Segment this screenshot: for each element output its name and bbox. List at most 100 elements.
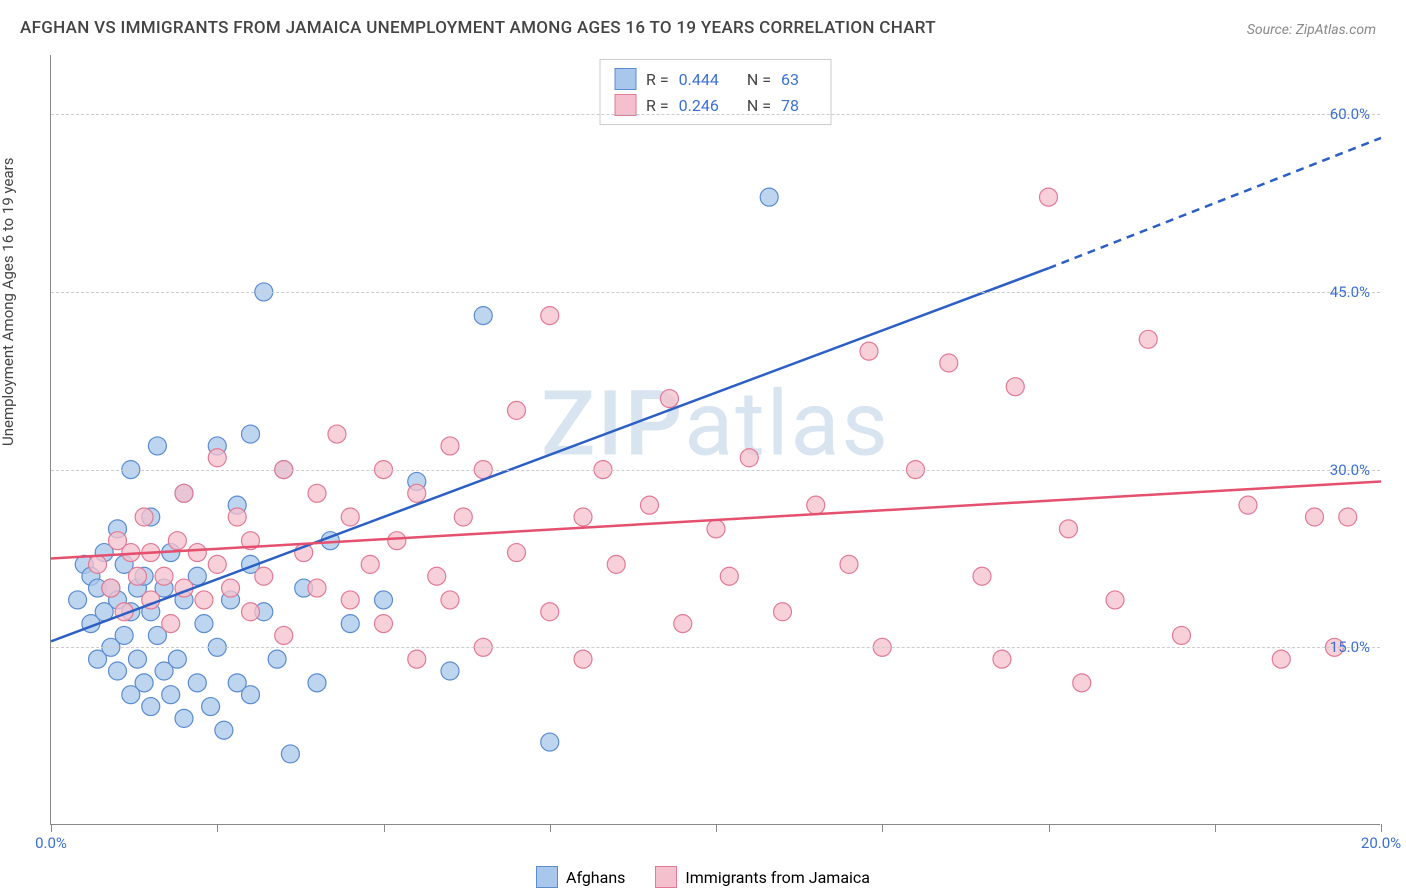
data-point-immigrants-from-jamaica (574, 508, 592, 526)
data-point-afghans (242, 686, 260, 704)
data-point-immigrants-from-jamaica (341, 591, 359, 609)
x-tick (51, 824, 52, 832)
data-point-immigrants-from-jamaica (1059, 520, 1077, 538)
data-point-immigrants-from-jamaica (541, 307, 559, 325)
data-point-afghans (148, 437, 166, 455)
data-point-immigrants-from-jamaica (740, 449, 758, 467)
data-point-immigrants-from-jamaica (1306, 508, 1324, 526)
data-point-immigrants-from-jamaica (242, 603, 260, 621)
data-point-immigrants-from-jamaica (441, 437, 459, 455)
data-point-immigrants-from-jamaica (641, 496, 659, 514)
correlation-chart: AFGHAN VS IMMIGRANTS FROM JAMAICA UNEMPL… (0, 0, 1406, 892)
data-point-afghans (760, 188, 778, 206)
data-point-immigrants-from-jamaica (175, 484, 193, 502)
data-point-immigrants-from-jamaica (1239, 496, 1257, 514)
data-point-immigrants-from-jamaica (275, 626, 293, 644)
data-point-immigrants-from-jamaica (308, 579, 326, 597)
data-point-immigrants-from-jamaica (660, 390, 678, 408)
data-point-immigrants-from-jamaica (774, 603, 792, 621)
x-tick (716, 824, 717, 832)
data-point-afghans (69, 591, 87, 609)
legend-item-jamaica: Immigrants from Jamaica (655, 866, 870, 888)
data-point-afghans (115, 626, 133, 644)
plot-svg (51, 55, 1380, 824)
data-point-immigrants-from-jamaica (707, 520, 725, 538)
data-point-afghans (474, 307, 492, 325)
series-legend: Afghans Immigrants from Jamaica (536, 866, 870, 888)
data-point-immigrants-from-jamaica (388, 532, 406, 550)
data-point-afghans (168, 650, 186, 668)
trend-line-immigrants-from-jamaica (51, 481, 1381, 558)
data-point-afghans (202, 698, 220, 716)
source-label: Source: ZipAtlas.com (1247, 22, 1376, 38)
y-tick-label: 30.0% (1330, 461, 1370, 479)
legend-label-afghans: Afghans (566, 868, 625, 887)
y-axis-label: Unemployment Among Ages 16 to 19 years (0, 158, 17, 446)
data-point-immigrants-from-jamaica (973, 567, 991, 585)
data-point-afghans (375, 591, 393, 609)
data-point-immigrants-from-jamaica (993, 650, 1011, 668)
data-point-immigrants-from-jamaica (89, 555, 107, 573)
trend-line-dashed (1049, 138, 1382, 268)
data-point-afghans (281, 745, 299, 763)
data-point-immigrants-from-jamaica (188, 544, 206, 562)
data-point-immigrants-from-jamaica (255, 567, 273, 585)
data-point-afghans (268, 650, 286, 668)
data-point-afghans (162, 686, 180, 704)
data-point-afghans (128, 650, 146, 668)
data-point-immigrants-from-jamaica (408, 484, 426, 502)
x-tick-label: 20.0% (1361, 834, 1401, 852)
data-point-afghans (441, 662, 459, 680)
x-tick (1381, 824, 1382, 832)
gridline (51, 470, 1380, 471)
data-point-immigrants-from-jamaica (1006, 378, 1024, 396)
data-point-immigrants-from-jamaica (1173, 626, 1191, 644)
data-point-afghans (142, 698, 160, 716)
plot-area: ZIPatlas R = 0.444 N = 63 R = 0.246 N = … (50, 55, 1380, 825)
data-point-immigrants-from-jamaica (195, 591, 213, 609)
data-point-afghans (308, 674, 326, 692)
data-point-immigrants-from-jamaica (720, 567, 738, 585)
data-point-immigrants-from-jamaica (508, 401, 526, 419)
gridline (51, 114, 1380, 115)
data-point-immigrants-from-jamaica (860, 342, 878, 360)
data-point-immigrants-from-jamaica (840, 555, 858, 573)
data-point-immigrants-from-jamaica (574, 650, 592, 668)
data-point-afghans (242, 425, 260, 443)
data-point-immigrants-from-jamaica (361, 555, 379, 573)
x-tick (882, 824, 883, 832)
data-point-immigrants-from-jamaica (328, 425, 346, 443)
x-tick (1049, 824, 1050, 832)
data-point-immigrants-from-jamaica (222, 579, 240, 597)
data-point-immigrants-from-jamaica (341, 508, 359, 526)
y-tick-label: 60.0% (1330, 105, 1370, 123)
legend-swatch-afghans-btm (536, 866, 558, 888)
x-tick (217, 824, 218, 832)
data-point-immigrants-from-jamaica (102, 579, 120, 597)
data-point-immigrants-from-jamaica (208, 449, 226, 467)
data-point-immigrants-from-jamaica (441, 591, 459, 609)
data-point-afghans (195, 615, 213, 633)
data-point-immigrants-from-jamaica (1073, 674, 1091, 692)
data-point-immigrants-from-jamaica (454, 508, 472, 526)
gridline (51, 647, 1380, 648)
data-point-immigrants-from-jamaica (228, 508, 246, 526)
data-point-immigrants-from-jamaica (674, 615, 692, 633)
x-tick (550, 824, 551, 832)
data-point-immigrants-from-jamaica (135, 508, 153, 526)
data-point-afghans (341, 615, 359, 633)
data-point-immigrants-from-jamaica (1106, 591, 1124, 609)
data-point-immigrants-from-jamaica (607, 555, 625, 573)
data-point-afghans (541, 733, 559, 751)
data-point-immigrants-from-jamaica (155, 567, 173, 585)
x-tick (384, 824, 385, 832)
y-tick-label: 45.0% (1330, 283, 1370, 301)
data-point-afghans (215, 721, 233, 739)
data-point-immigrants-from-jamaica (168, 532, 186, 550)
data-point-afghans (188, 674, 206, 692)
data-point-immigrants-from-jamaica (375, 615, 393, 633)
x-tick-label: 0.0% (35, 834, 67, 852)
x-tick (1215, 824, 1216, 832)
data-point-immigrants-from-jamaica (807, 496, 825, 514)
data-point-immigrants-from-jamaica (508, 544, 526, 562)
